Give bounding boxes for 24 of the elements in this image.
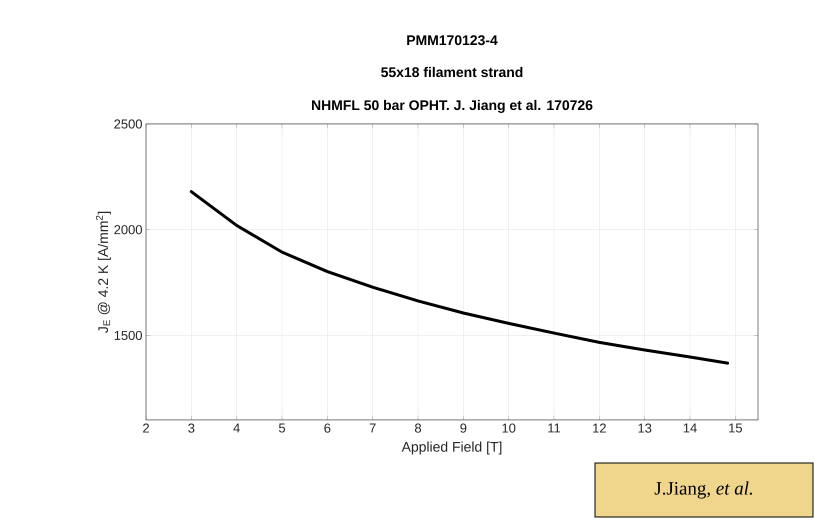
y-axis-title: J$_{E}$ @ 4.2 K [A/mm$^{2}$] <box>96 212 111 333</box>
x-tick-label: 8 <box>414 424 422 433</box>
x-tick-label: 15 <box>729 424 742 433</box>
x-tick-label: 4 <box>233 424 240 432</box>
y-tick-label: 2500 <box>114 119 142 129</box>
x-tick-label: 6 <box>324 424 330 433</box>
text: J.Jiang, et al. <box>654 481 752 499</box>
x-tick-label: 11 <box>548 424 560 432</box>
x-tick-label: 14 <box>684 424 697 432</box>
text: NHMFL 50 bar OPHT. J. Jiang et al. 170726 <box>312 100 592 113</box>
x-tick-label: 2 <box>143 424 149 433</box>
x-tick-label: 13 <box>638 424 652 433</box>
chart-title: PMM170123-4 <box>407 35 498 46</box>
x-tick-label: 10 <box>502 424 516 433</box>
x-tick-label: 9 <box>460 424 466 433</box>
x-tick-label: 3 <box>188 424 194 433</box>
x-axis-title: Applied Field [T] <box>402 442 502 455</box>
y-tick-label: 1500 <box>114 330 142 340</box>
chart-subtitle: 55x18 filament strand <box>381 66 522 78</box>
x-tick-label: 5 <box>278 424 286 433</box>
y-tick-label: 2000 <box>114 225 142 234</box>
line-series <box>190 190 730 365</box>
x-tick-label: 12 <box>593 424 606 433</box>
x-tick-label: 7 <box>370 424 376 432</box>
